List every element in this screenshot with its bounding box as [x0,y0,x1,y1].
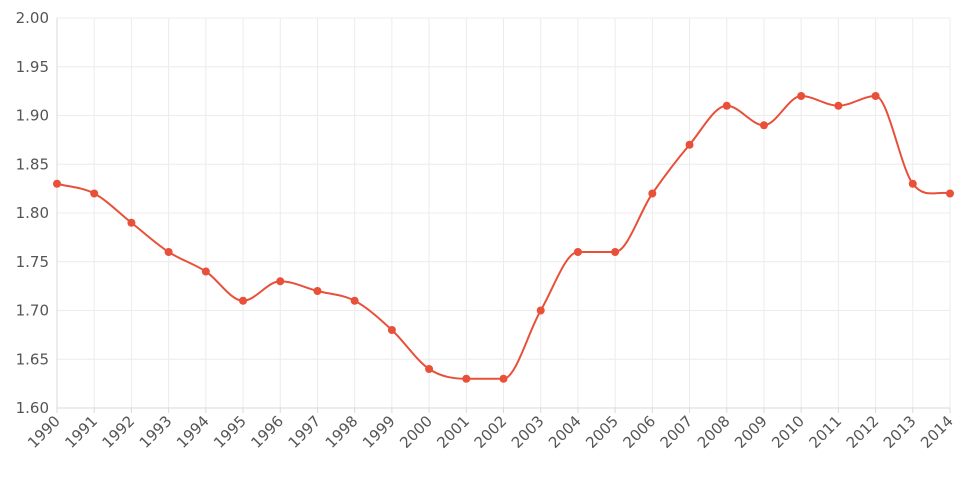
data-point[interactable] [685,140,694,149]
x-tick-label: 1997 [285,412,325,452]
series [53,92,954,383]
x-tick-label: 2000 [396,412,436,452]
x-tick-label: 1990 [24,412,64,452]
x-tick-label: 2002 [471,412,511,452]
y-tick-label: 1.75 [16,253,49,271]
data-point[interactable] [573,248,582,256]
x-tick-label: 2010 [768,412,808,452]
data-point[interactable] [908,179,917,188]
x-tick-label: 2009 [731,412,771,452]
x-tick-label: 1992 [99,412,139,452]
data-point[interactable] [611,248,620,256]
x-tick-label: 2007 [657,412,697,452]
x-tick-label: 2013 [880,412,920,452]
x-tick-label: 1994 [173,412,213,452]
y-tick-label: 1.95 [16,58,49,76]
x-tick-label: 2006 [619,412,659,452]
data-point[interactable] [425,365,434,373]
x-tick-label: 1993 [136,412,176,452]
y-axis-tick-labels: 1.60 1.65 1.70 1.75 1.80 1.85 1.90 1.95 2.00 [16,9,49,417]
x-tick-label: 2001 [433,412,473,452]
x-tick-label: 2014 [917,412,957,452]
y-tick-label: 1.70 [16,302,49,320]
x-tick-label: 2003 [508,412,548,452]
data-point[interactable] [722,101,731,110]
y-tick-label: 1.90 [16,107,49,125]
data-point[interactable] [350,296,359,305]
x-tick-label: 1995 [210,412,250,452]
data-point[interactable] [499,374,508,383]
data-point[interactable] [462,374,471,383]
x-tick-label: 1998 [322,412,362,452]
data-point[interactable] [536,306,545,315]
x-tick-label: 2012 [843,412,883,452]
y-tick-label: 2.00 [16,9,49,27]
y-tick-label: 1.80 [16,204,49,222]
data-point[interactable] [871,92,880,100]
grid [56,17,951,409]
x-tick-label: 1999 [359,412,399,452]
data-point[interactable] [387,326,396,334]
data-point[interactable] [313,287,322,295]
data-point[interactable] [834,101,843,110]
data-point[interactable] [946,189,954,198]
data-point[interactable] [127,218,136,227]
x-tick-label: 2008 [694,412,734,452]
x-axis-tick-labels: 1990199119921993199419951996199719981999… [24,412,957,452]
data-point[interactable] [648,189,657,198]
x-tick-label: 1996 [247,412,287,452]
data-point[interactable] [53,179,61,188]
y-tick-label: 1.60 [16,399,49,417]
axes [56,18,951,413]
data-point[interactable] [164,248,173,256]
y-tick-label: 1.65 [16,350,49,368]
data-point[interactable] [239,296,248,305]
x-tick-label: 2004 [545,412,585,452]
data-point[interactable] [797,92,806,100]
data-point[interactable] [759,121,768,130]
data-point[interactable] [276,277,285,286]
data-point[interactable] [201,267,210,276]
data-point[interactable] [90,189,99,198]
x-tick-label: 1991 [61,412,101,452]
y-tick-label: 1.85 [16,155,49,173]
x-tick-label: 2011 [805,412,845,452]
x-tick-label: 2005 [582,412,622,452]
